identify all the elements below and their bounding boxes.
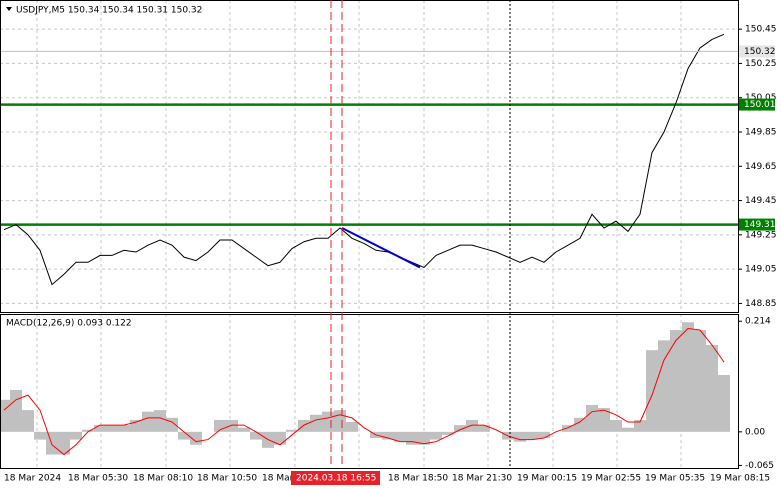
panel-border [0, 0, 739, 313]
histogram-bar [658, 340, 670, 432]
histogram-bar [226, 419, 238, 432]
histogram-bar [118, 425, 130, 432]
level-label: 150.01 [744, 100, 776, 110]
histogram-bar [22, 410, 34, 432]
series-line [3, 33, 725, 286]
histogram-bar [46, 431, 58, 455]
histogram-bar [646, 350, 658, 432]
histogram-bar [238, 427, 250, 432]
histogram-bar [634, 419, 646, 432]
x-tick-label: 18 Mar 2024 [4, 474, 61, 484]
histogram-bar [310, 414, 322, 432]
histogram-bar [274, 431, 286, 445]
panel-border [0, 314, 739, 469]
histogram-bar [94, 425, 106, 432]
x-tick-label: 18 Mar 21:30 [452, 474, 512, 484]
histogram-bar [58, 431, 70, 455]
y-tick-label: 148.85 [745, 299, 777, 309]
histogram-bar [442, 431, 454, 435]
series-line [3, 327, 725, 456]
histogram-bar [454, 425, 466, 432]
last-price-label: 150.32 [744, 47, 776, 57]
histogram-bar [346, 422, 358, 432]
level-label-box [739, 218, 775, 231]
histogram-bar [718, 374, 730, 432]
histogram-bar [526, 431, 538, 440]
y-tick-label: 0.00 [745, 427, 765, 437]
histogram-bar [574, 417, 586, 432]
histogram-bar [514, 431, 526, 442]
y-tick-label: 150.45 [745, 25, 777, 35]
histogram-bar [286, 429, 298, 432]
histogram-bar [250, 431, 262, 440]
histogram-bar [622, 427, 634, 432]
histogram-bar [298, 419, 310, 432]
histogram-bar [694, 330, 706, 432]
y-tick-label: 149.25 [745, 230, 777, 240]
indicator-title: MACD(12,26,9) 0.093 0.122 [6, 319, 132, 329]
x-tick-label: 18 Mar 08:10 [133, 474, 193, 484]
histogram-bar [478, 425, 490, 432]
y-tick-label: 149.05 [745, 265, 777, 275]
level-label-box [739, 98, 775, 111]
histogram-bar [70, 431, 82, 440]
histogram-bar [214, 419, 226, 432]
y-tick-label: -0.065 [745, 461, 774, 471]
histogram-bar [586, 404, 598, 432]
histogram-bar [598, 408, 610, 432]
x-tick-label: 18 Mar 05:30 [68, 474, 128, 484]
histogram-bar [562, 425, 574, 432]
y-tick-label: 149.65 [745, 162, 777, 172]
x-tick-label: 19 Mar 08:15 [710, 474, 770, 484]
x-tick-label: 19 Mar 02:55 [581, 474, 641, 484]
y-tick-label: 150.05 [745, 93, 777, 103]
histogram-bar [610, 419, 622, 432]
histogram-bar [130, 419, 142, 432]
x-tick-label: 19 Mar 05:35 [645, 474, 705, 484]
chart-title: USDJPY,M5 150.34 150.34 150.31 150.32 [16, 6, 202, 16]
histogram-bar [34, 431, 46, 440]
x-tick-label: 18 Mar 10:50 [197, 474, 257, 484]
y-tick-label: 150.25 [745, 59, 777, 69]
level-label: 149.31 [744, 220, 776, 230]
crosshair-label-box [291, 471, 380, 485]
x-tick-label: 18 Mar 18:50 [388, 474, 448, 484]
x-tick-label: 19 Mar 00:15 [517, 474, 577, 484]
histogram-bar [682, 322, 694, 432]
crosshair-label: 2024.03.18 16:55 [296, 474, 376, 484]
histogram-bar [538, 431, 550, 439]
histogram-bar [334, 410, 346, 432]
histogram-bar [670, 330, 682, 432]
histogram-bar [706, 345, 718, 432]
title-arrow [6, 7, 12, 11]
histogram-bar [418, 431, 430, 445]
y-tick-label: 149.85 [745, 128, 777, 138]
histogram-bar [106, 425, 118, 432]
histogram-bar [154, 410, 166, 432]
histogram-bar [178, 431, 190, 440]
y-tick-label: 149.45 [745, 196, 777, 206]
histogram-bar [466, 419, 478, 432]
histogram-bar [0, 399, 10, 432]
last-price-box [739, 45, 775, 58]
histogram-bar [394, 431, 406, 442]
histogram-bar [142, 411, 154, 432]
y-tick-label: 0.214 [745, 317, 771, 327]
trend-line [341, 227, 421, 269]
histogram-bar [322, 411, 334, 432]
histogram-bar [430, 431, 442, 440]
histogram-bar [382, 431, 394, 440]
histogram-bar [10, 389, 22, 432]
histogram-bar [82, 429, 94, 432]
